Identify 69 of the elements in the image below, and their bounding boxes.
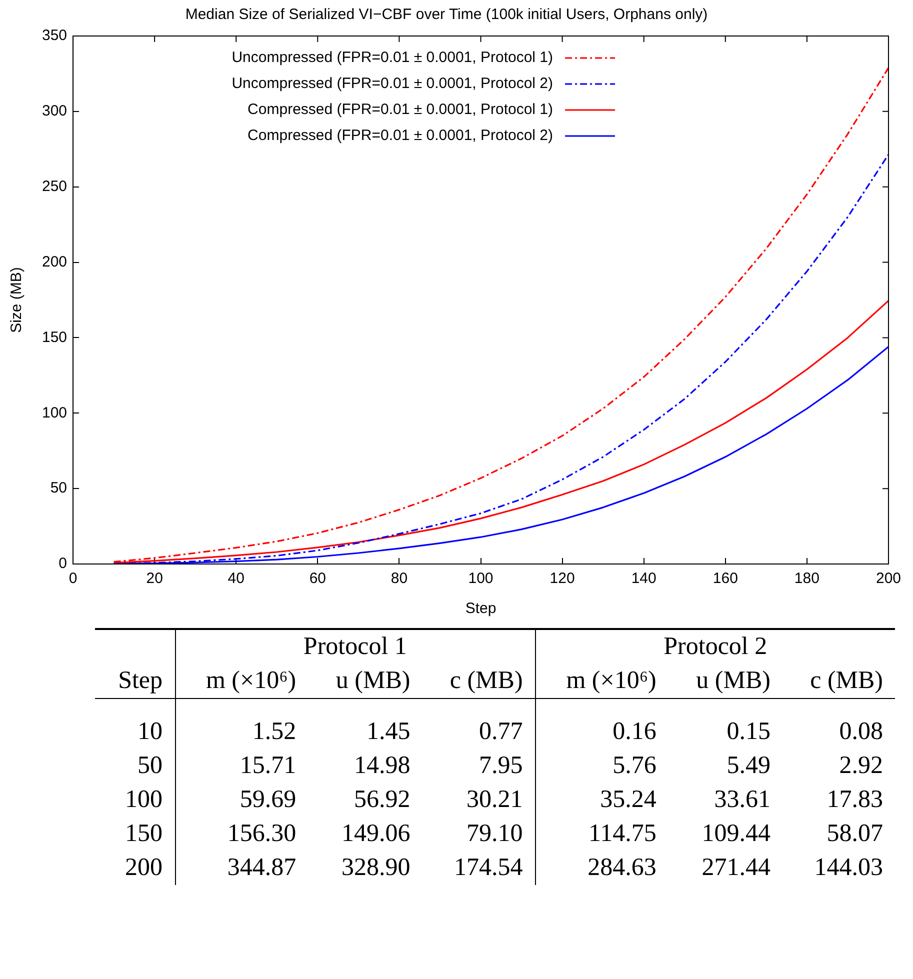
- y-tick-label: 300: [42, 102, 68, 120]
- category-label: 50: [136, 751, 164, 781]
- text: m (×10⁶): [175, 664, 308, 698]
- y-tick-label: 100: [42, 404, 68, 422]
- legend-label: Uncompressed (FPR=0.01 ± 0.0001, Protocol 2): [232, 75, 554, 92]
- legend-label: Compressed (FPR=0.01 ± 0.0001, Protocol 1): [248, 101, 554, 118]
- data-label: 2.92: [838, 751, 884, 781]
- data-label: 149.06: [340, 819, 412, 849]
- data-label: 0.77: [478, 717, 524, 747]
- data-label: 5.76: [535, 749, 668, 783]
- data-label: 0.08: [838, 717, 884, 747]
- y-tick-label: 250: [42, 178, 68, 195]
- data-label: 5.49: [726, 751, 772, 781]
- data-label: 1.52: [175, 715, 308, 749]
- data-label: 56.92: [352, 785, 412, 815]
- y-axis-title: Size (MB): [8, 267, 26, 333]
- data-label: 174.54: [453, 853, 524, 883]
- data-label: 59.69: [175, 783, 308, 817]
- x-tick-label: 60: [309, 570, 326, 588]
- chart-title: Median Size of Serialized VI−CBF over Time (100k initial Users, Orphans only): [185, 6, 708, 24]
- data-label: 0.15: [726, 717, 772, 747]
- data-label: 156.30: [175, 817, 308, 851]
- data-label: 14.98: [352, 751, 412, 781]
- data-label: 58.07: [826, 819, 884, 849]
- data-label: 1.45: [365, 717, 412, 747]
- category-label: 100: [124, 785, 164, 815]
- data-label: 344.87: [175, 851, 308, 885]
- y-tick-label: 350: [42, 27, 68, 44]
- y-tick-label: 50: [50, 480, 68, 497]
- x-tick-label: 180: [794, 570, 820, 588]
- text: Protocol 1: [175, 629, 536, 664]
- data-label: 328.90: [340, 853, 412, 883]
- legend-label: Compressed (FPR=0.01 ± 0.0001, Protocol 2): [248, 127, 554, 144]
- data-label: 109.44: [700, 819, 772, 849]
- data-label: 15.71: [175, 749, 308, 783]
- x-tick-label: 80: [390, 570, 408, 588]
- data-label: 33.61: [713, 785, 772, 815]
- x-tick-label: 100: [468, 570, 494, 588]
- text: Step: [95, 664, 176, 698]
- text: u (MB): [668, 664, 782, 698]
- data-label: 7.95: [478, 751, 524, 781]
- x-axis-title: Step: [465, 600, 496, 618]
- data-label: 114.75: [535, 817, 668, 851]
- data-label: 144.03: [813, 853, 884, 883]
- category-label: 10: [136, 717, 164, 747]
- x-tick-label: 40: [228, 570, 244, 588]
- x-tick-label: 200: [876, 570, 901, 588]
- data-label: 17.83: [826, 785, 884, 815]
- data-label: 0.16: [535, 715, 668, 749]
- x-tick-label: 160: [712, 570, 738, 588]
- text: c (MB): [782, 664, 895, 698]
- data-label: 30.21: [466, 785, 524, 815]
- text: Protocol 2: [535, 629, 895, 664]
- legend-label: Uncompressed (FPR=0.01 ± 0.0001, Protocol 1): [232, 49, 554, 66]
- text: c (MB): [422, 664, 536, 698]
- category-label: 200: [124, 853, 164, 883]
- x-tick-label: 140: [631, 570, 656, 588]
- y-tick-label: 0: [58, 555, 68, 572]
- category-label: 150: [124, 819, 164, 849]
- x-tick-label: 20: [146, 570, 163, 588]
- data-label: 79.10: [466, 819, 524, 849]
- x-tick-label: 120: [550, 570, 575, 588]
- text: m (×10⁶): [535, 664, 668, 698]
- y-tick-label: 200: [42, 253, 68, 270]
- text: u (MB): [308, 664, 422, 698]
- data-label: 284.63: [535, 851, 668, 885]
- y-tick-label: 150: [42, 328, 68, 346]
- data-label: 35.24: [535, 783, 668, 817]
- data-label: 271.44: [700, 853, 772, 883]
